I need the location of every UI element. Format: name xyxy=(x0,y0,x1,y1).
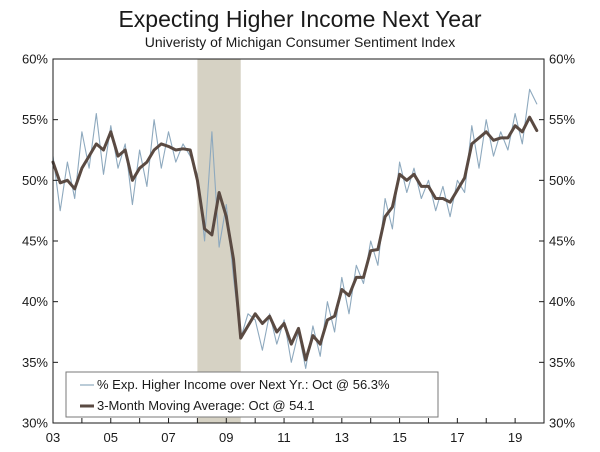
y-tick-label-left: 45% xyxy=(22,234,48,249)
y-tick-label-right: 35% xyxy=(549,355,575,370)
x-tick-label: 15 xyxy=(392,430,406,445)
y-tick-label-right: 30% xyxy=(549,416,575,431)
x-tick-label: 19 xyxy=(508,430,522,445)
y-tick-label-left: 55% xyxy=(22,112,48,127)
chart-title: Expecting Higher Income Next Year xyxy=(118,6,481,32)
y-tick-label-left: 30% xyxy=(22,416,48,431)
y-tick-label-right: 55% xyxy=(549,112,575,127)
series-line-average xyxy=(51,115,539,362)
y-tick-label-right: 60% xyxy=(549,52,575,67)
x-tick-label: 13 xyxy=(335,430,349,445)
y-tick-label-left: 60% xyxy=(22,52,48,67)
legend-entry-average: 3-Month Moving Average: Oct @ 54.1 xyxy=(97,398,314,413)
x-tick-label: 11 xyxy=(277,430,291,445)
chart-subtitle: Univeristy of Michigan Consumer Sentimen… xyxy=(145,34,455,50)
plot-frame xyxy=(52,58,545,424)
x-tick-label: 05 xyxy=(104,430,118,445)
legend: % Exp. Higher Income over Next Yr.: Oct … xyxy=(65,371,439,418)
x-tick-label: 09 xyxy=(219,430,233,445)
x-tick-label: 03 xyxy=(46,430,60,445)
y-tick-label-left: 40% xyxy=(22,294,48,309)
x-axis: 03 05 07 09 11 13 15 17 19 xyxy=(46,418,545,445)
plot-area xyxy=(51,58,545,424)
y-axis-left: 30% 35% 40% 45% 50% 55% 60% xyxy=(22,52,58,431)
y-tick-label-left: 35% xyxy=(22,355,48,370)
legend-entry-monthly: % Exp. Higher Income over Next Yr.: Oct … xyxy=(97,377,390,392)
y-tick-label-right: 40% xyxy=(549,294,575,309)
x-tick-label: 07 xyxy=(161,430,175,445)
y-tick-label-right: 45% xyxy=(549,234,575,249)
x-tick-label: 17 xyxy=(450,430,464,445)
series-line-monthly xyxy=(52,88,538,369)
y-axis-right: 30% 35% 40% 45% 50% 55% 60% xyxy=(539,52,575,431)
legend-box xyxy=(65,371,439,418)
y-tick-label-right: 50% xyxy=(549,173,575,188)
y-tick-label-left: 50% xyxy=(22,173,48,188)
